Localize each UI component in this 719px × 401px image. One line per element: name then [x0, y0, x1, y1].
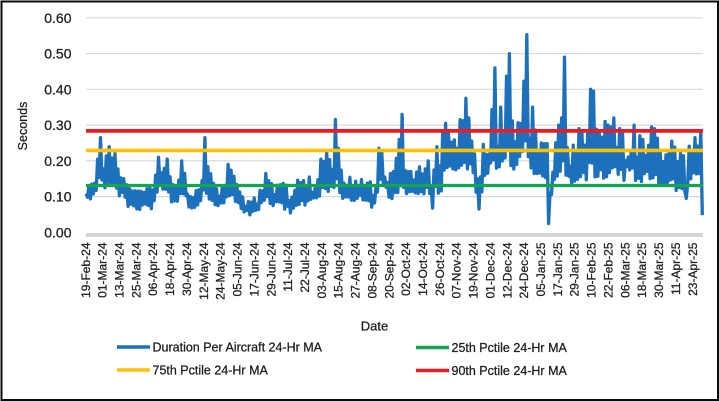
- svg-text:20-Sep-24: 20-Sep-24: [382, 242, 396, 298]
- svg-text:06-Apr-24: 06-Apr-24: [146, 242, 160, 296]
- svg-text:0.60: 0.60: [44, 10, 71, 26]
- svg-text:17-Jan-25: 17-Jan-25: [551, 242, 565, 296]
- svg-text:19-Nov-24: 19-Nov-24: [467, 242, 481, 298]
- svg-text:10-Feb-25: 10-Feb-25: [585, 242, 599, 298]
- svg-text:01-Mar-24: 01-Mar-24: [96, 242, 110, 298]
- svg-text:14-Oct-24: 14-Oct-24: [416, 242, 430, 296]
- svg-text:05-Jan-25: 05-Jan-25: [534, 242, 548, 296]
- svg-text:11-Apr-25: 11-Apr-25: [669, 242, 683, 295]
- svg-text:30-Apr-24: 30-Apr-24: [180, 242, 194, 296]
- svg-text:25-Mar-24: 25-Mar-24: [129, 242, 143, 298]
- svg-text:24-Dec-24: 24-Dec-24: [517, 242, 531, 298]
- svg-text:27-Aug-24: 27-Aug-24: [349, 242, 363, 298]
- svg-text:07-Nov-24: 07-Nov-24: [450, 242, 464, 298]
- svg-text:30-Mar-25: 30-Mar-25: [652, 242, 666, 298]
- svg-text:Date: Date: [361, 319, 388, 334]
- svg-text:0.20: 0.20: [44, 153, 71, 169]
- svg-text:Duration Per Aircraft 24-Hr MA: Duration Per Aircraft 24-Hr MA: [153, 341, 323, 355]
- svg-text:15-Aug-24: 15-Aug-24: [332, 242, 346, 298]
- svg-text:0.10: 0.10: [44, 189, 71, 205]
- svg-text:Seconds: Seconds: [16, 102, 30, 151]
- svg-text:02-Oct-24: 02-Oct-24: [399, 242, 413, 296]
- svg-text:18-Apr-24: 18-Apr-24: [163, 242, 177, 296]
- svg-text:13-Mar-24: 13-Mar-24: [113, 242, 127, 298]
- svg-text:24-May-24: 24-May-24: [214, 242, 228, 300]
- svg-text:05-Jun-24: 05-Jun-24: [231, 242, 245, 296]
- svg-text:75th Pctile 24-Hr MA: 75th Pctile 24-Hr MA: [153, 364, 269, 378]
- svg-text:11-Jul-24: 11-Jul-24: [281, 242, 295, 291]
- svg-text:26-Oct-24: 26-Oct-24: [433, 242, 447, 296]
- svg-text:19-Feb-24: 19-Feb-24: [79, 242, 93, 298]
- svg-text:12-Dec-24: 12-Dec-24: [500, 242, 514, 298]
- svg-text:90th Pctile 24-Hr MA: 90th Pctile 24-Hr MA: [452, 364, 568, 378]
- svg-text:0.30: 0.30: [44, 117, 71, 133]
- svg-text:0.50: 0.50: [44, 46, 71, 62]
- svg-text:22-Jul-24: 22-Jul-24: [298, 242, 312, 292]
- svg-text:01-Dec-24: 01-Dec-24: [483, 242, 497, 298]
- svg-text:08-Sep-24: 08-Sep-24: [365, 242, 379, 298]
- svg-text:03-Aug-24: 03-Aug-24: [315, 242, 329, 298]
- svg-text:12-May-24: 12-May-24: [197, 242, 211, 300]
- svg-text:06-Mar-25: 06-Mar-25: [618, 242, 632, 298]
- svg-text:29-Jun-24: 29-Jun-24: [264, 242, 278, 296]
- svg-text:22-Feb-25: 22-Feb-25: [602, 242, 616, 298]
- svg-text:23-Apr-25: 23-Apr-25: [686, 242, 700, 296]
- svg-text:17-Jun-24: 17-Jun-24: [247, 242, 261, 296]
- svg-text:0.40: 0.40: [44, 81, 71, 97]
- svg-text:0.00: 0.00: [44, 224, 71, 240]
- svg-text:25th Pctile 24-Hr MA: 25th Pctile 24-Hr MA: [452, 341, 568, 355]
- svg-text:18-Mar-25: 18-Mar-25: [635, 242, 649, 298]
- svg-text:29-Jan-25: 29-Jan-25: [568, 242, 582, 296]
